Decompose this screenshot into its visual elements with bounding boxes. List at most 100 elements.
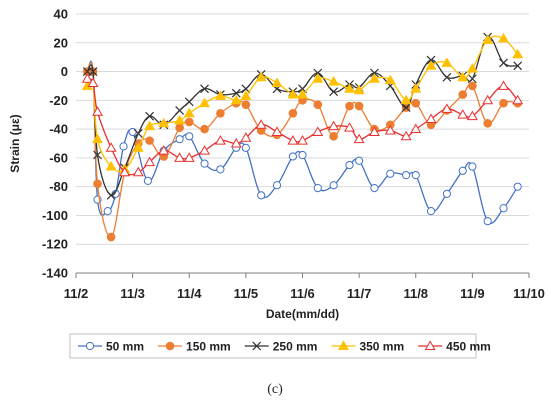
- data-point: [411, 98, 421, 108]
- data-point: [384, 124, 396, 135]
- data-point: [297, 88, 308, 99]
- data-point: [402, 171, 411, 180]
- legend: 50 mm 150 mm 250 mm 350 mm 450 mm: [69, 333, 491, 359]
- data-point: [143, 176, 153, 186]
- data-point: [132, 142, 144, 152]
- data-point: [328, 120, 340, 131]
- x-tick-label: 11/5: [234, 286, 259, 301]
- data-point: [216, 165, 225, 174]
- data-point: [458, 90, 468, 99]
- legend-label: 150 mm: [186, 340, 231, 354]
- legend-swatch-marker: [165, 341, 175, 351]
- data-point: [400, 94, 412, 105]
- legend-swatch-marker: [424, 340, 436, 350]
- legend-swatch-marker: [252, 341, 262, 351]
- data-point: [158, 145, 170, 155]
- data-point: [329, 181, 338, 190]
- data-point: [441, 57, 453, 67]
- data-point: [105, 142, 117, 152]
- data-point: [513, 61, 523, 71]
- data-point: [216, 108, 225, 118]
- y-tick-label: 40: [54, 7, 68, 22]
- data-point: [400, 130, 412, 141]
- data-point: [512, 94, 524, 105]
- data-point: [457, 71, 469, 82]
- x-axis-title: Date(mm/dd): [266, 307, 339, 321]
- data-point: [499, 98, 508, 108]
- data-point: [174, 114, 186, 125]
- data-point: [145, 136, 154, 145]
- legend-label: 50 mm: [106, 340, 144, 354]
- data-point: [200, 159, 209, 168]
- legend-item: 450 mm: [418, 340, 491, 354]
- data-point: [133, 129, 143, 138]
- data-point: [499, 204, 508, 213]
- data-point: [144, 120, 156, 131]
- data-point: [298, 150, 307, 160]
- y-axis-title: Strain (με): [8, 114, 22, 172]
- data-point: [329, 87, 339, 97]
- data-point: [103, 207, 112, 216]
- data-point: [105, 160, 117, 171]
- data-point: [426, 55, 436, 65]
- data-point: [240, 132, 252, 142]
- data-point: [410, 123, 422, 134]
- data-point: [386, 169, 395, 178]
- data-point: [483, 217, 492, 226]
- axes: [75, 272, 530, 278]
- y-tick-label: 0: [61, 64, 68, 79]
- data-point: [119, 142, 128, 151]
- figure-caption: (c): [267, 382, 283, 397]
- data-point: [144, 156, 156, 167]
- data-point: [345, 160, 354, 170]
- legend-item: 250 mm: [244, 340, 317, 354]
- data-point: [184, 97, 194, 107]
- data-point: [468, 81, 477, 91]
- x-tick-label: 11/2: [64, 286, 89, 301]
- data-point: [287, 135, 299, 145]
- data-point: [355, 156, 364, 165]
- data-point: [467, 74, 477, 84]
- y-tick-label: -20: [49, 93, 68, 108]
- data-point: [370, 184, 379, 193]
- series-line: [86, 36, 518, 196]
- y-tick-label: -140: [42, 266, 68, 281]
- data-point: [442, 189, 451, 198]
- x-tick-label: 11/10: [513, 286, 545, 301]
- data-point: [241, 143, 250, 152]
- data-point: [441, 103, 453, 113]
- data-point: [353, 133, 365, 144]
- y-tick-label: -40: [49, 122, 68, 137]
- data-point: [369, 68, 379, 78]
- series-350-mm: [81, 32, 524, 174]
- data-point: [368, 73, 380, 83]
- data-point: [297, 135, 308, 145]
- data-point: [214, 90, 226, 100]
- legend-item: 150 mm: [158, 340, 231, 354]
- x-tick-label: 11/7: [347, 286, 372, 301]
- legend-label: 350 mm: [359, 340, 404, 354]
- data-point: [272, 181, 282, 190]
- y-tick-label: 20: [54, 35, 68, 50]
- data-point: [354, 101, 364, 111]
- data-point: [271, 126, 283, 136]
- tick-labels: -140 -120 -100 -80 -60 -40 -20 0 20 40 11/2 11/3 11/…: [42, 7, 545, 302]
- data-point: [257, 191, 266, 200]
- data-point: [482, 94, 494, 105]
- y-tick-label: -60: [49, 150, 68, 165]
- data-point: [498, 32, 509, 43]
- data-point: [240, 90, 252, 100]
- data-point: [231, 88, 241, 98]
- data-point: [175, 123, 184, 132]
- data-point: [344, 122, 355, 132]
- data-point: [93, 150, 102, 160]
- data-point: [175, 135, 184, 144]
- x-tick-label: 11/4: [177, 286, 202, 301]
- data-point: [92, 133, 103, 144]
- data-point: [313, 68, 323, 78]
- data-point: [199, 145, 211, 155]
- x-tick-label: 11/8: [403, 286, 428, 301]
- data-point: [199, 97, 211, 108]
- legend-swatch-marker: [85, 341, 95, 351]
